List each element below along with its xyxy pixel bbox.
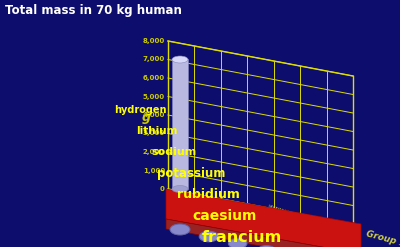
Text: 5,000: 5,000 bbox=[143, 94, 165, 100]
Polygon shape bbox=[172, 60, 188, 189]
Text: lithium: lithium bbox=[136, 126, 178, 136]
Ellipse shape bbox=[172, 56, 188, 63]
Text: 2,000: 2,000 bbox=[143, 149, 165, 155]
Ellipse shape bbox=[228, 238, 247, 247]
Text: francium: francium bbox=[202, 230, 282, 245]
Text: 1,000: 1,000 bbox=[143, 167, 165, 173]
Ellipse shape bbox=[199, 231, 218, 242]
Text: www.webelements.com: www.webelements.com bbox=[266, 202, 354, 239]
Text: Group 1: Group 1 bbox=[365, 229, 400, 247]
Polygon shape bbox=[166, 189, 361, 247]
Text: caesium: caesium bbox=[193, 209, 257, 223]
Text: 0: 0 bbox=[160, 186, 165, 192]
Text: 4,000: 4,000 bbox=[143, 112, 165, 118]
Ellipse shape bbox=[258, 246, 276, 247]
Text: 6,000: 6,000 bbox=[143, 75, 165, 81]
Text: Total mass in 70 kg human: Total mass in 70 kg human bbox=[5, 4, 182, 17]
Text: 3,000: 3,000 bbox=[143, 130, 165, 137]
Ellipse shape bbox=[172, 185, 188, 192]
Ellipse shape bbox=[170, 224, 190, 235]
Text: sodium: sodium bbox=[151, 147, 197, 157]
Text: 7,000: 7,000 bbox=[143, 57, 165, 62]
Polygon shape bbox=[166, 219, 361, 247]
Text: g: g bbox=[142, 111, 150, 124]
Text: hydrogen: hydrogen bbox=[114, 105, 166, 115]
Text: potassium: potassium bbox=[157, 167, 225, 181]
Text: 8,000: 8,000 bbox=[143, 38, 165, 44]
Text: rubidium: rubidium bbox=[176, 188, 240, 201]
